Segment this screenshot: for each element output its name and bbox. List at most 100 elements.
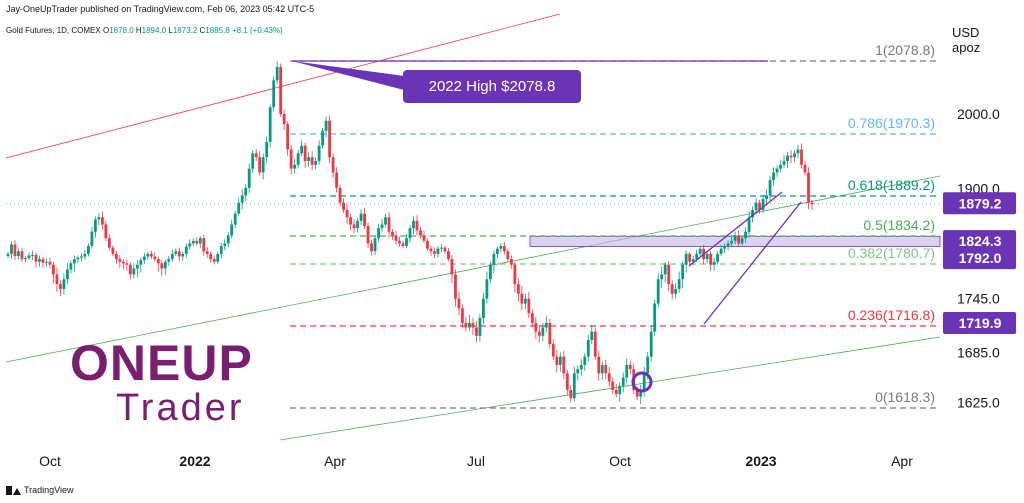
x-tick-label: 2022 — [179, 453, 210, 469]
candle-body — [233, 213, 237, 225]
fib-level-label: 0.5(1834.2) — [863, 217, 935, 233]
channel-upper-line — [5, 13, 561, 159]
candle-body — [768, 180, 772, 196]
high-label: H — [135, 26, 142, 35]
candle-body — [146, 253, 150, 257]
y-tick-label: 1745.0 — [957, 291, 1000, 307]
candle-body — [17, 251, 20, 256]
candle-body — [579, 364, 583, 370]
candle-body — [212, 259, 216, 262]
candle-body — [93, 219, 97, 232]
candle-body — [300, 145, 304, 154]
x-tick-label: Oct — [39, 453, 61, 469]
fibonacci-retracement: 1(2078.8) 0.786(1970.3) 0.618(1889.2) 0.5(1… — [290, 42, 940, 409]
candle-body — [125, 263, 129, 265]
candle-body — [499, 246, 503, 249]
candle-body — [810, 202, 814, 205]
candle-body — [167, 259, 171, 262]
candle-body — [475, 327, 478, 336]
candle-body — [73, 259, 76, 264]
candle-body — [174, 251, 178, 254]
candlestick-series — [6, 61, 814, 405]
candle-body — [24, 258, 27, 260]
candle-body — [240, 195, 244, 203]
low-label: L — [168, 26, 173, 35]
currency-label: USD — [952, 25, 980, 40]
candle-body — [296, 153, 300, 165]
close-value: 1885.8 — [205, 26, 230, 35]
candle-body — [433, 251, 436, 254]
candle-body — [10, 244, 13, 254]
candle-body — [247, 168, 251, 188]
ticker-legend: Gold Futures, 1D, COMEX O1878.0 H1894.0 … — [6, 26, 283, 35]
trend-channel — [5, 13, 941, 441]
candle-body — [209, 253, 213, 260]
candle-body — [349, 217, 352, 225]
footer-label: TradingView — [24, 485, 74, 495]
close-label: C — [199, 26, 206, 35]
candle-body — [527, 298, 531, 314]
candle-body — [128, 264, 132, 275]
candle-body — [177, 251, 181, 257]
candle-body — [796, 149, 800, 154]
candle-body — [782, 160, 786, 165]
candle-body — [646, 356, 650, 374]
candle-body — [282, 114, 286, 125]
candle-body — [698, 248, 702, 254]
candle-body — [188, 243, 192, 247]
candle-body — [719, 248, 723, 254]
channel-lower-line — [279, 336, 941, 441]
candle-body — [317, 145, 321, 161]
candle-body — [635, 389, 639, 397]
candle-body — [726, 243, 730, 247]
candle-body — [265, 141, 269, 158]
candle-body — [558, 356, 562, 365]
candle-body — [195, 240, 199, 244]
candle-body — [447, 251, 450, 260]
callout-pointer — [292, 61, 404, 90]
y-tick-label: 1625.0 — [957, 394, 1000, 410]
candle-body — [468, 322, 471, 328]
candle-body — [649, 331, 653, 357]
candle-body — [205, 251, 209, 254]
fib-level-label: 1(2078.8) — [875, 42, 935, 58]
tradingview-footer[interactable]: TradingView — [6, 485, 74, 495]
candle-body — [184, 246, 188, 254]
candle-body — [454, 274, 457, 299]
candle-body — [279, 66, 283, 115]
candle-body — [429, 248, 433, 252]
candle-body — [681, 264, 685, 280]
candle-body — [625, 364, 629, 378]
candle-body — [440, 247, 443, 249]
candle-body — [415, 220, 419, 231]
candle-body — [52, 264, 55, 275]
candle-body — [548, 322, 552, 345]
high-callout: 2022 High $2078.8 — [403, 70, 581, 103]
candle-body — [83, 253, 87, 257]
candle-body — [775, 168, 779, 173]
candle-body — [251, 153, 255, 169]
candle-body — [107, 238, 111, 248]
candle-body — [747, 217, 751, 232]
candle-body — [303, 145, 307, 161]
candle-body — [223, 243, 227, 247]
ticker-symbol: Gold Futures, 1D, COMEX — [6, 26, 101, 35]
candle-body — [534, 322, 538, 332]
candle-body — [272, 80, 276, 108]
candle-body — [398, 240, 401, 244]
price-tag-label: 1792.0 — [959, 250, 1002, 266]
candle-body — [268, 107, 272, 142]
currency-unit[interactable]: USD apoz — [952, 25, 980, 55]
candle-body — [621, 377, 625, 386]
candle-body — [628, 364, 632, 370]
candle-body — [405, 238, 408, 247]
candle-body — [758, 202, 761, 210]
candle-body — [754, 202, 758, 210]
candle-body — [709, 253, 713, 265]
candle-body — [506, 251, 510, 260]
candle-body — [663, 264, 667, 275]
candle-body — [359, 213, 363, 221]
price-tag-label: 1719.9 — [959, 315, 1002, 331]
pattern-circle — [631, 371, 653, 393]
